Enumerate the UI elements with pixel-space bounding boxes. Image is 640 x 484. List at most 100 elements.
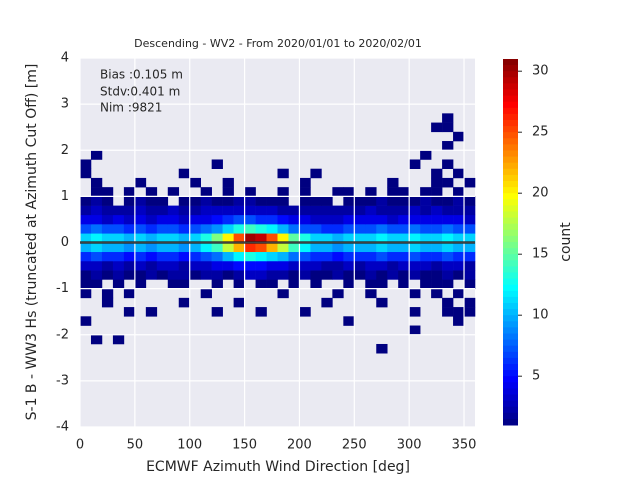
cell xyxy=(134,242,147,253)
colorbar-segment xyxy=(503,59,518,66)
cell xyxy=(266,242,278,253)
cell xyxy=(244,251,256,262)
cell xyxy=(387,205,399,216)
cell xyxy=(90,270,103,280)
cell xyxy=(453,233,465,243)
cell xyxy=(464,307,476,317)
cell xyxy=(277,288,289,299)
x-axis-label: ECMWF Azimuth Wind Direction [deg] xyxy=(146,459,410,475)
cell xyxy=(288,270,300,280)
colorbar-segment xyxy=(503,89,518,97)
colorbar-segment xyxy=(503,315,518,322)
cell xyxy=(409,214,421,225)
cell xyxy=(200,196,212,206)
cell xyxy=(310,270,322,280)
cell xyxy=(266,270,278,280)
cell xyxy=(431,168,443,179)
cell xyxy=(409,242,421,253)
cell xyxy=(277,260,289,271)
cell xyxy=(167,205,180,216)
cell xyxy=(442,196,454,206)
cell xyxy=(376,205,388,216)
colorbar-tick-label: 20 xyxy=(532,186,549,201)
cell xyxy=(453,270,465,280)
colorbar-segment xyxy=(503,211,518,219)
colorbar-segment xyxy=(503,162,518,170)
cell xyxy=(409,196,421,206)
colorbar-segment xyxy=(503,400,518,408)
cell xyxy=(365,270,377,280)
cell xyxy=(442,270,454,280)
cell xyxy=(244,214,256,225)
cell xyxy=(233,297,245,308)
cell xyxy=(189,233,201,243)
cell xyxy=(431,224,443,234)
cell xyxy=(156,270,169,280)
cell xyxy=(233,251,245,262)
cell xyxy=(398,196,410,206)
cell xyxy=(464,260,476,271)
cell xyxy=(299,214,311,225)
x-tick-label: 50 xyxy=(127,438,144,453)
cell xyxy=(134,224,147,234)
colorbar-segment xyxy=(503,132,518,139)
cell xyxy=(442,242,454,253)
cell xyxy=(178,214,191,225)
cell xyxy=(222,177,234,188)
cell xyxy=(134,177,147,188)
cell xyxy=(101,233,114,243)
colorbar: 5 10 15 20 25 30 xyxy=(503,59,549,426)
cell xyxy=(464,279,476,289)
cell xyxy=(453,251,465,262)
colorbar-segment xyxy=(503,71,518,78)
cell xyxy=(453,168,465,179)
x-tick-label: 200 xyxy=(287,438,312,453)
colorbar-segment xyxy=(503,345,518,353)
cell xyxy=(112,214,125,225)
cell xyxy=(420,150,432,160)
cell xyxy=(332,205,344,216)
cell xyxy=(167,279,180,289)
cell xyxy=(343,196,355,206)
colorbar-label: count xyxy=(558,222,574,262)
cell xyxy=(299,270,311,280)
cell xyxy=(90,214,103,225)
colorbar-segment xyxy=(503,199,518,206)
cell xyxy=(376,251,388,262)
cell xyxy=(80,168,92,179)
cell xyxy=(464,233,476,243)
cell xyxy=(255,224,267,234)
cell xyxy=(244,205,256,216)
cell xyxy=(398,242,410,253)
x-tick-label: 250 xyxy=(342,438,367,453)
cell xyxy=(365,279,377,289)
cell xyxy=(123,251,136,262)
cell xyxy=(321,214,333,225)
colorbar-segment xyxy=(503,351,518,359)
cell xyxy=(420,214,432,225)
cell xyxy=(266,251,278,262)
y-tick-label: 4 xyxy=(61,51,69,66)
y-tick-label: -1 xyxy=(56,281,69,296)
cell xyxy=(156,260,169,271)
cell xyxy=(233,214,245,225)
colorbar-segment xyxy=(503,418,518,426)
cell xyxy=(266,214,278,225)
cell xyxy=(409,233,421,243)
cell xyxy=(80,196,92,206)
cell xyxy=(123,270,136,280)
cell xyxy=(376,279,388,289)
x-tick-label: 150 xyxy=(232,438,257,453)
cell xyxy=(343,187,355,197)
cell xyxy=(420,242,432,253)
cell xyxy=(409,307,421,317)
colorbar-segment xyxy=(503,272,518,280)
cell xyxy=(255,251,267,262)
colorbar-segment xyxy=(503,388,518,395)
colorbar-segment xyxy=(503,394,518,402)
cell xyxy=(464,297,476,308)
cell xyxy=(266,233,278,243)
cell xyxy=(145,270,158,280)
cell xyxy=(387,214,399,225)
